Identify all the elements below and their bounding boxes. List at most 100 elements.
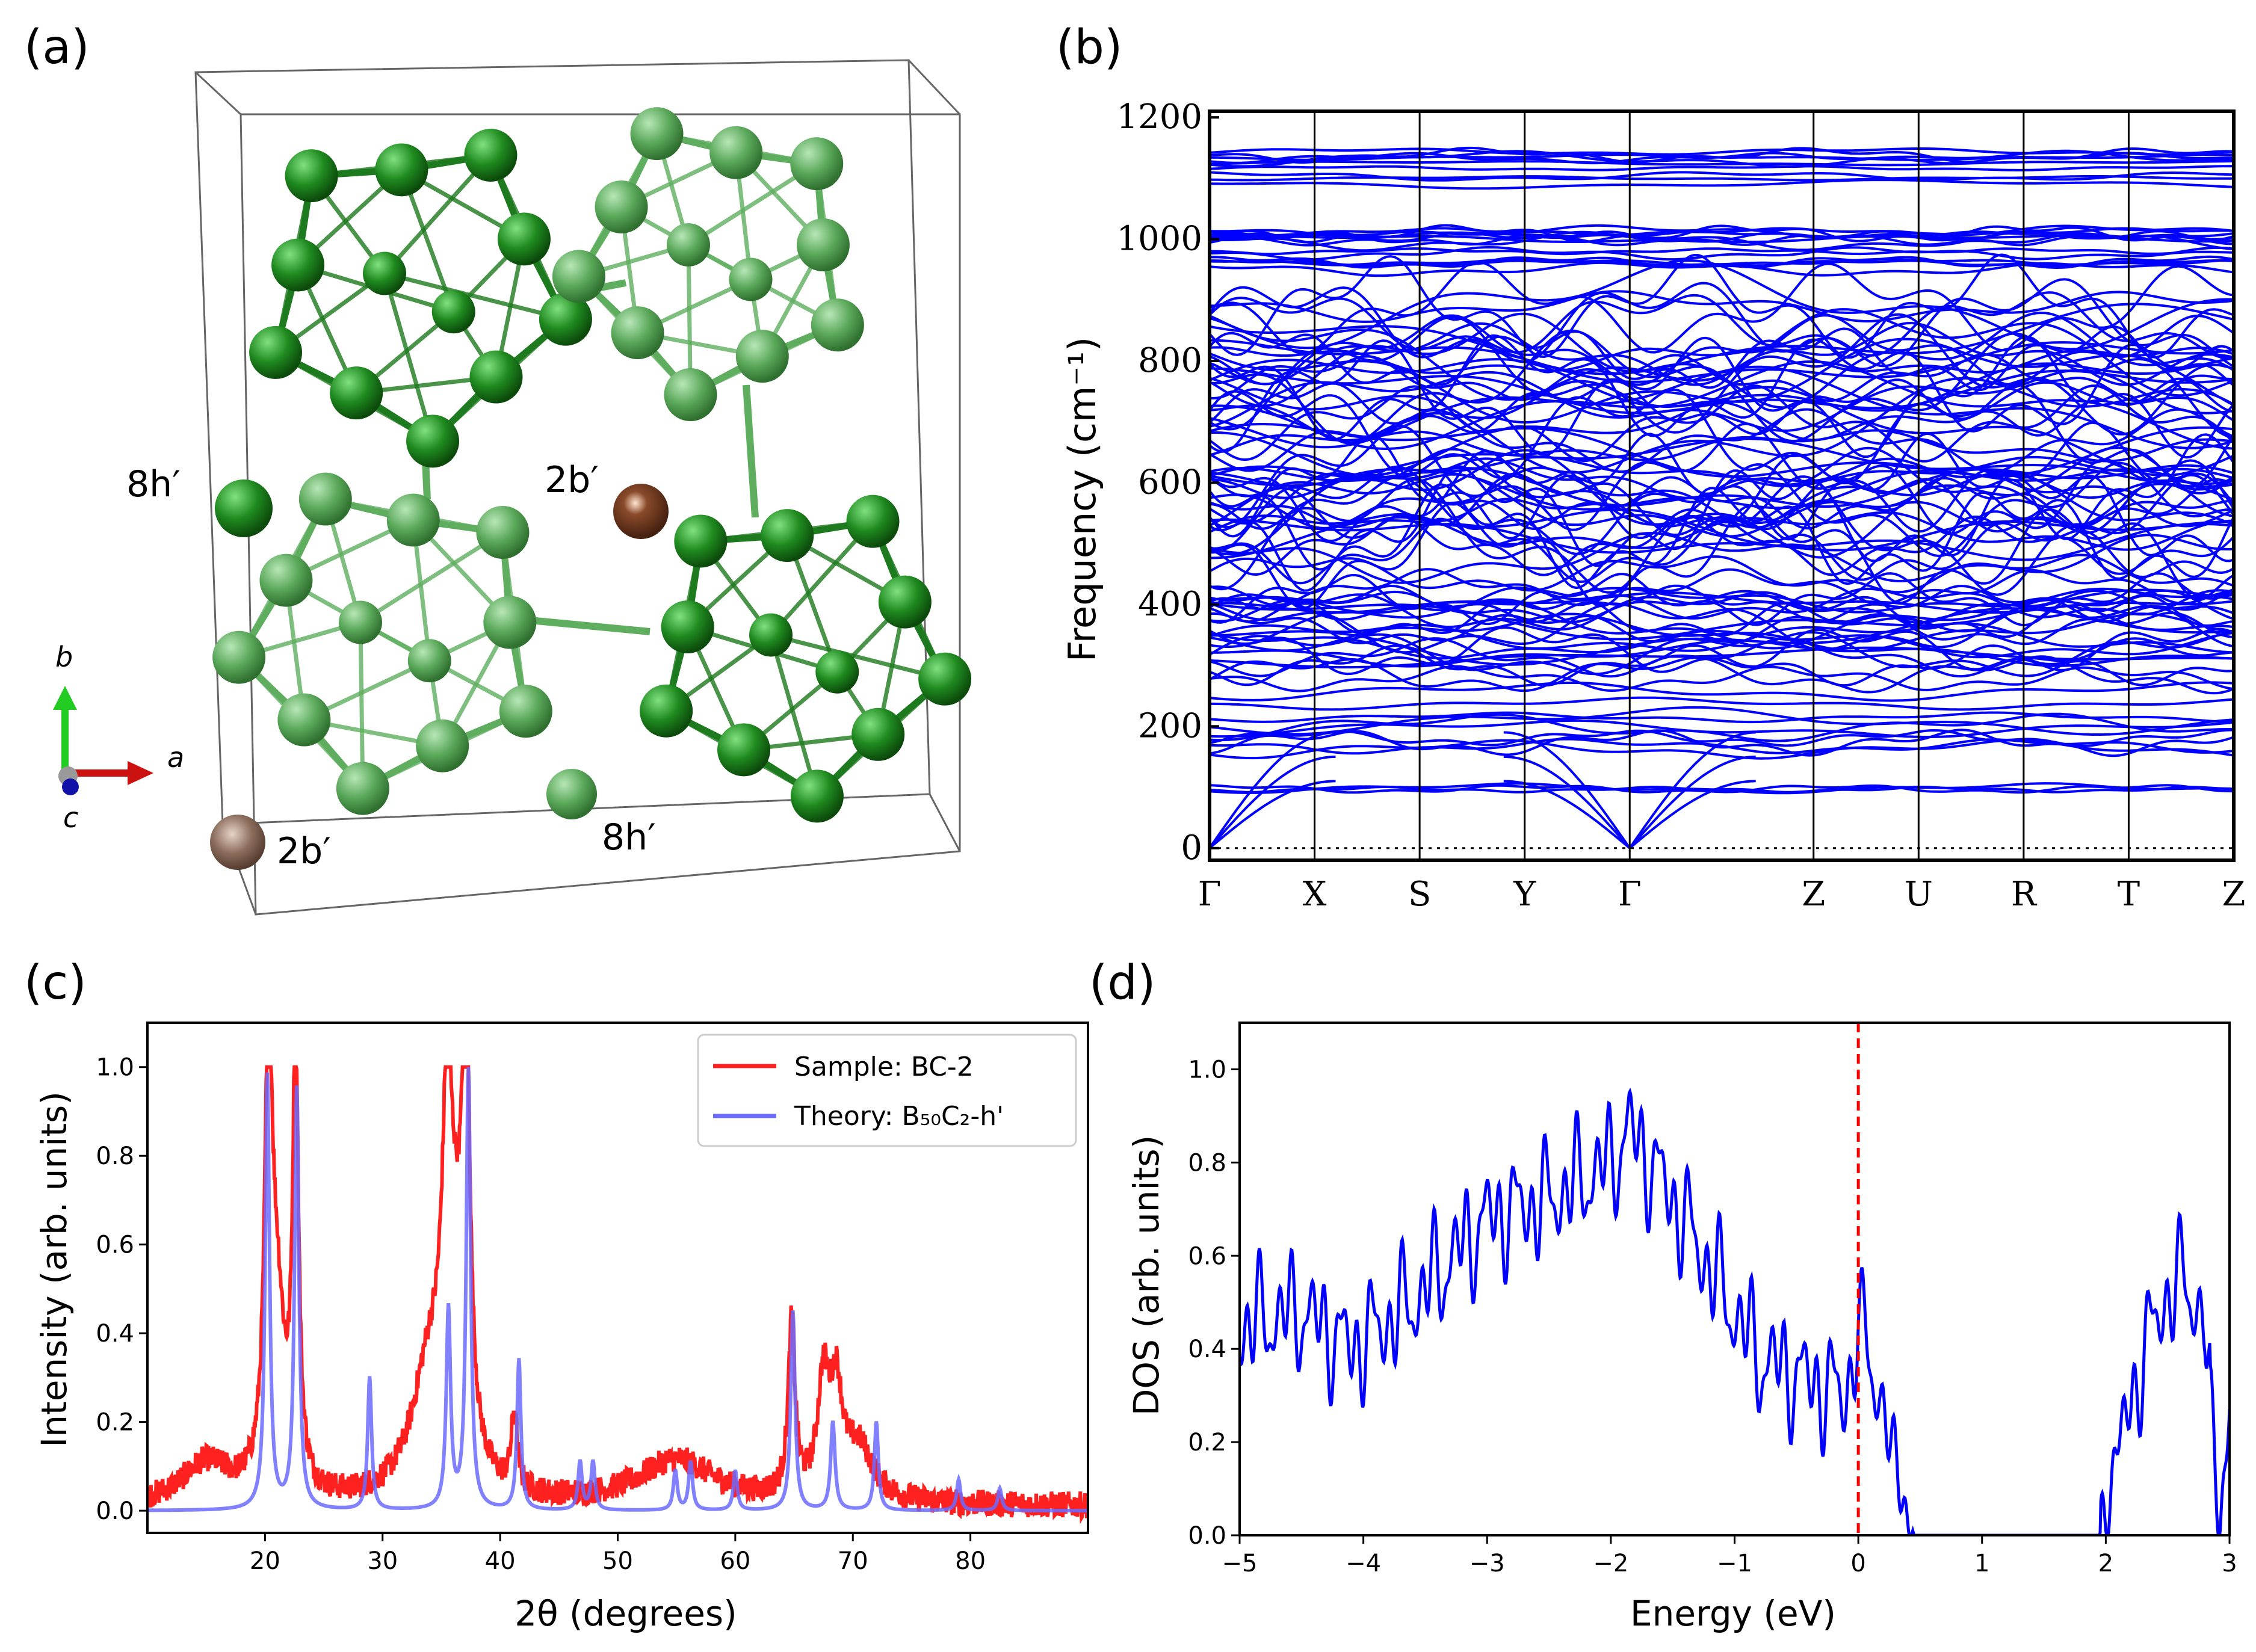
x-tick-label: −2 xyxy=(1593,1550,1628,1577)
phonon-band xyxy=(1210,461,2234,558)
cluster-bottom-left-atom xyxy=(476,505,530,559)
phonon-band xyxy=(1210,532,2234,584)
y-tick-label: 400 xyxy=(1138,585,1202,624)
phonon-band xyxy=(1210,518,2234,554)
legend-label-theory: Theory: B₅₀C₂-h' xyxy=(794,1101,1004,1132)
cluster-bottom-left-atom xyxy=(339,600,382,644)
cluster-bottom-right-atom xyxy=(640,684,693,738)
a-axis-label: a xyxy=(167,741,184,774)
kpoint-label: R xyxy=(2011,875,2038,914)
phonon-band xyxy=(1210,508,2234,561)
axis-triad: b a c xyxy=(53,641,184,834)
cluster-top-left-atom xyxy=(363,251,406,295)
phonon-band xyxy=(1210,423,2234,478)
x-tick-label: 1 xyxy=(1974,1550,1989,1577)
y-tick-label: 1000 xyxy=(1116,220,1202,259)
cluster-bottom-right-atom xyxy=(918,652,972,706)
x-tick-label: −3 xyxy=(1469,1550,1505,1577)
phonon-band xyxy=(1210,146,2234,164)
cluster-bottom-left-atom xyxy=(336,762,389,815)
cluster-bottom-right-atom xyxy=(661,600,714,654)
xrd-x-axis-label: 2θ (degrees) xyxy=(515,1593,737,1634)
phonon-band xyxy=(1210,245,2234,261)
cluster-bottom-left-atom xyxy=(416,719,469,772)
atom-8h-bottom xyxy=(546,769,597,819)
cluster-bottom-left-atom xyxy=(259,553,313,607)
cluster-bottom-left-bond xyxy=(359,530,504,624)
phonon-band xyxy=(1210,622,2234,654)
phonon-band xyxy=(1210,230,2234,252)
phonon-band xyxy=(1210,335,2234,459)
x-tick-label: −5 xyxy=(1222,1550,1258,1577)
cluster-bottom-right-atom xyxy=(878,575,932,629)
cell-edge xyxy=(929,794,961,852)
phonon-band xyxy=(1210,224,2234,239)
crystal-structure: 8h′ 2b′ 2b′ 8h′ b a c xyxy=(53,59,972,916)
xrd-legend: Sample: BC-2 Theory: B₅₀C₂-h' xyxy=(697,1034,1077,1147)
phonon-dispersion-chart: Γ X S Y Γ Z U R T Z 0 200 400 600 800 1000 1200 Frequenc… xyxy=(1060,97,2245,914)
kpoint-label: Z xyxy=(2222,875,2246,914)
cluster-bottom-left-atom xyxy=(277,693,331,747)
phonon-band xyxy=(1210,466,2234,511)
cluster-bottom-left-atom xyxy=(483,596,537,649)
cluster-top-right-atom xyxy=(664,368,717,422)
y-tick-label: 1200 xyxy=(1116,97,1202,137)
cluster-top-right-atom xyxy=(709,126,763,179)
a-axis-arrowhead xyxy=(128,761,153,785)
phonon-band xyxy=(1210,383,2234,489)
phonon-band xyxy=(1210,367,2234,415)
acoustic-branch xyxy=(1629,780,1756,849)
cluster-bottom-left-atom xyxy=(298,472,352,526)
band-lines xyxy=(1210,146,2234,849)
site-label-8h-left: 8h′ xyxy=(126,463,181,505)
cluster-top-left-atom xyxy=(375,143,428,197)
cluster-top-left-atom xyxy=(464,128,518,182)
phonon-band xyxy=(1210,365,2234,449)
phonon-band xyxy=(1210,165,2234,171)
y-tick-label: 0.2 xyxy=(1188,1429,1226,1456)
dos-curve xyxy=(1240,1087,2230,1535)
cluster-bottom-left-atom xyxy=(212,630,266,684)
phonon-band xyxy=(1210,502,2234,609)
cluster-top-right-atom xyxy=(729,257,773,301)
cluster-top-left-atom xyxy=(285,149,338,203)
y-tick-label: 0 xyxy=(1181,828,1202,868)
acoustic-branch xyxy=(1628,755,1756,849)
phonon-band xyxy=(1210,681,2234,702)
x-tick-label: 20 xyxy=(250,1547,280,1575)
y-tick-label: 0.0 xyxy=(1188,1522,1226,1550)
cluster-bottom-right-atom xyxy=(846,495,900,548)
cluster-bottom-right-bond xyxy=(770,633,945,682)
cluster-top-left-atom xyxy=(330,366,383,420)
x-tick-label: 80 xyxy=(955,1547,986,1575)
phonon-band xyxy=(1210,321,2234,386)
legend-label-sample: Sample: BC-2 xyxy=(794,1052,974,1082)
kpoint-label: S xyxy=(1408,875,1431,914)
y-tick-label: 600 xyxy=(1138,463,1202,502)
y-tick-label: 0.6 xyxy=(96,1231,134,1259)
phonon-band xyxy=(1210,655,2234,695)
cluster-top-right-atom xyxy=(735,330,789,383)
cell-edge xyxy=(907,59,961,116)
dos-lines xyxy=(1240,1023,2230,1535)
cluster-bottom-right-atom xyxy=(749,613,793,657)
atom-2b-corner xyxy=(210,815,265,870)
xrd-series xyxy=(147,1065,1088,1524)
cluster-bottom-right-atom xyxy=(790,769,844,823)
cluster-top-right-atom xyxy=(595,180,648,233)
y-tick-label: 0.8 xyxy=(96,1142,134,1170)
phonon-band xyxy=(1210,278,2234,368)
site-label-8h-bottom: 8h′ xyxy=(602,816,656,858)
phonon-band xyxy=(1210,711,2234,724)
y-tick-label: 0.4 xyxy=(96,1320,134,1348)
xrd-lines xyxy=(147,1065,1088,1524)
phonon-band xyxy=(1210,472,2234,539)
phonon-band xyxy=(1210,377,2234,437)
phonon-band xyxy=(1210,584,2234,623)
dos-series xyxy=(1240,1023,2230,1535)
x-tick-label: 2 xyxy=(2098,1550,2113,1577)
cluster-bottom-right-atom xyxy=(674,514,728,568)
c-axis-marker xyxy=(62,778,79,795)
c-axis-label: c xyxy=(63,801,78,834)
cluster-top-right-atom xyxy=(811,298,864,352)
